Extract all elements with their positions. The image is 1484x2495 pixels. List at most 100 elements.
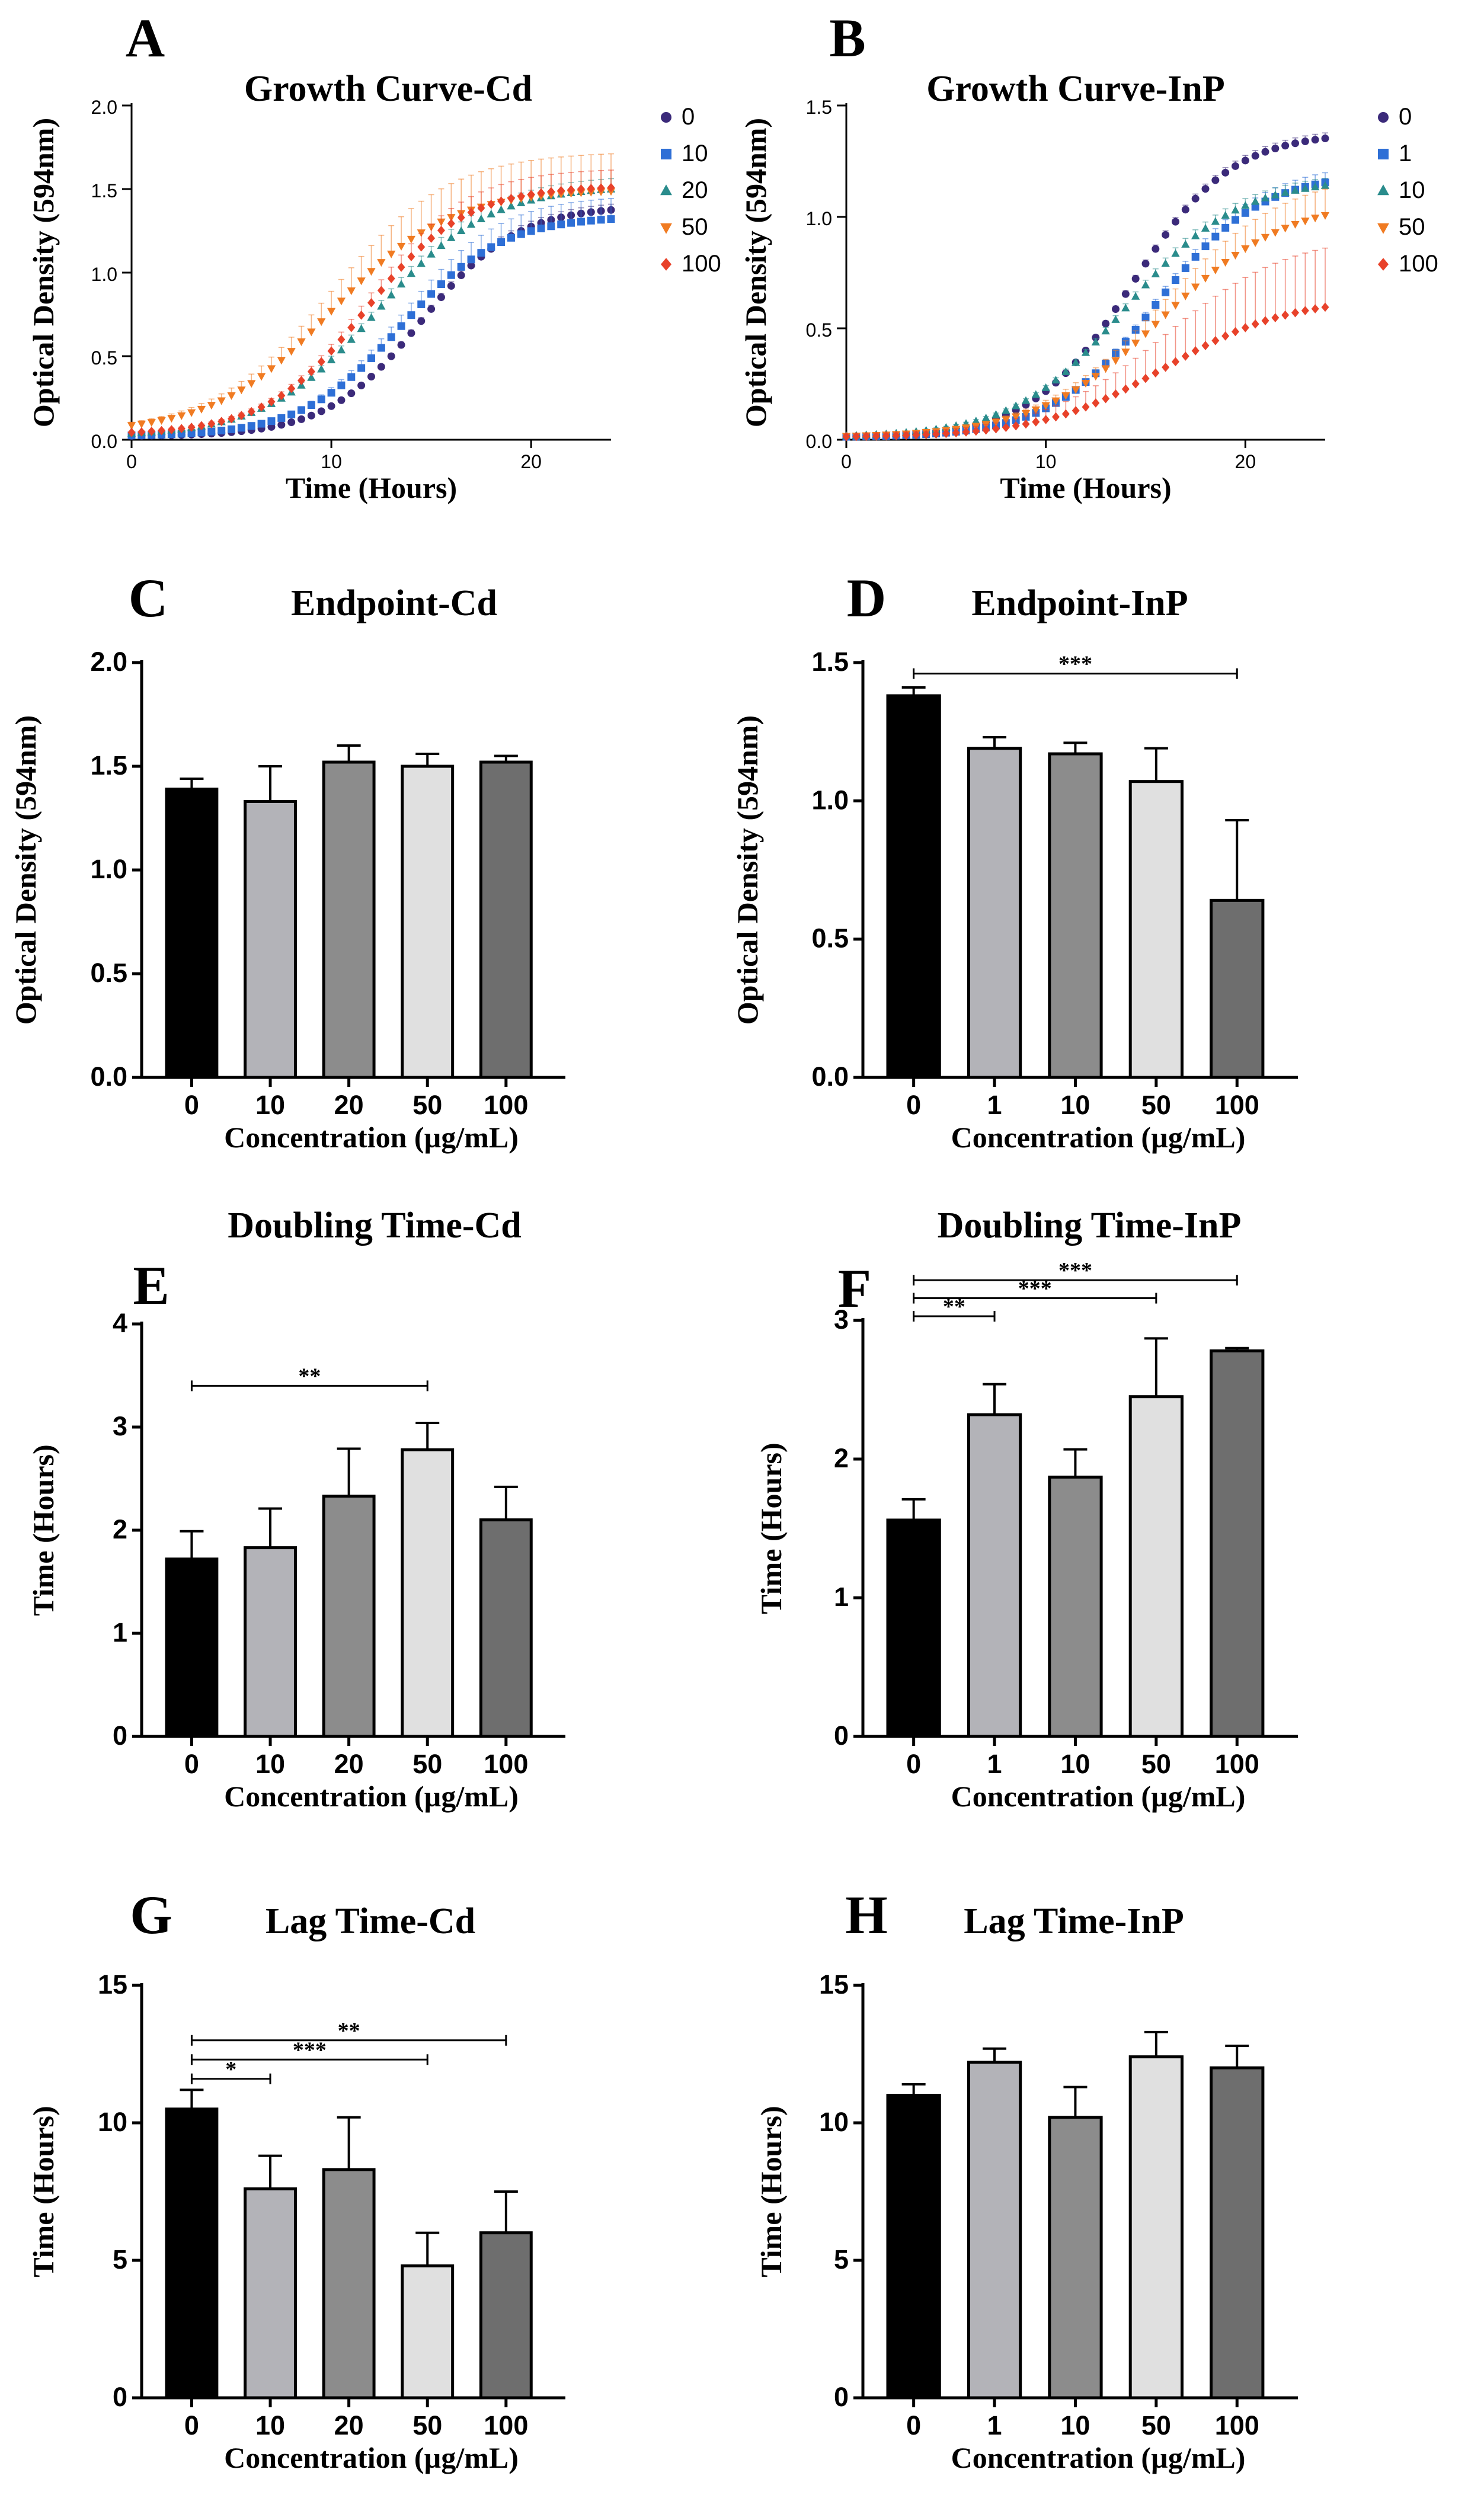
- data-point: [852, 431, 861, 442]
- data-point: [407, 252, 415, 261]
- data-point: [1320, 212, 1330, 220]
- data-point: [1112, 389, 1120, 399]
- data-point: [1201, 185, 1210, 193]
- data-point: [148, 427, 156, 436]
- significance-bracket: *: [190, 2057, 271, 2084]
- data-point: [167, 425, 175, 434]
- data-point: [197, 421, 206, 431]
- x-tick-label: 10: [255, 1749, 285, 1779]
- data-point: [992, 410, 1000, 418]
- data-point: [1271, 229, 1280, 237]
- bar: [165, 788, 219, 1079]
- data-point: [497, 196, 506, 206]
- x-tick-label: 50: [1141, 1749, 1171, 1779]
- data-point: [417, 300, 426, 309]
- data-point: [1121, 348, 1130, 357]
- x-tick-label: 50: [412, 1749, 442, 1779]
- bar: [401, 1448, 455, 1738]
- legend-marker: [660, 223, 672, 234]
- data-point: [1171, 249, 1180, 257]
- panel-letter: H: [845, 1885, 888, 1945]
- data-point: [1081, 380, 1090, 388]
- data-point: [137, 427, 146, 437]
- data-point: [1191, 346, 1200, 356]
- bar: [967, 747, 1022, 1079]
- data-point: [1131, 274, 1140, 283]
- data-point: [397, 341, 405, 349]
- data-point: [1121, 384, 1130, 394]
- data-point: [317, 357, 325, 367]
- data-point: [187, 429, 196, 437]
- y-tick-label: 1: [834, 1582, 849, 1612]
- data-point: [567, 219, 575, 227]
- data-point: [912, 430, 920, 440]
- y-axis-label: Time (Hours): [27, 2106, 60, 2277]
- data-point: [407, 269, 416, 277]
- data-point: [1021, 410, 1031, 418]
- bar: [1048, 1475, 1103, 1738]
- data-point: [177, 424, 186, 434]
- data-point: [1251, 152, 1259, 160]
- data-point: [1131, 292, 1140, 300]
- data-point: [1021, 396, 1031, 404]
- data-point: [1201, 223, 1210, 232]
- data-point: [218, 417, 226, 427]
- data-point: [437, 293, 445, 302]
- bar: [1048, 2116, 1103, 2400]
- data-point: [237, 386, 246, 395]
- data-point: [1092, 398, 1100, 408]
- data-point: [137, 420, 146, 428]
- y-axis-label: Time (Hours): [754, 1442, 788, 1614]
- y-tick-label: 10: [98, 2107, 127, 2137]
- data-point: [1201, 274, 1210, 283]
- y-tick-label: 5: [113, 2244, 127, 2275]
- data-point: [1141, 330, 1150, 338]
- panel-letter: B: [829, 8, 865, 68]
- data-point: [1301, 184, 1310, 192]
- data-point: [1281, 310, 1290, 320]
- data-point: [1172, 276, 1179, 284]
- data-point: [1102, 319, 1110, 328]
- data-point: [1072, 386, 1080, 394]
- data-point: [377, 286, 385, 295]
- data-point: [207, 427, 216, 436]
- panel-letter: F: [838, 1258, 871, 1319]
- data-point: [1101, 365, 1110, 373]
- x-tick-label: 10: [1060, 1749, 1090, 1779]
- data-point: [1121, 303, 1130, 312]
- data-point: [197, 428, 206, 437]
- data-point: [1152, 368, 1160, 378]
- data-point: [1051, 376, 1060, 384]
- data-point: [607, 183, 615, 193]
- data-point: [257, 420, 266, 428]
- bar: [967, 1413, 1022, 1738]
- series-100: [842, 247, 1329, 442]
- data-point: [1002, 416, 1010, 424]
- data-point: [1211, 232, 1220, 241]
- data-point: [287, 418, 296, 427]
- data-point: [1121, 290, 1130, 298]
- series-100: [127, 169, 615, 437]
- data-point: [1311, 304, 1319, 314]
- data-point: [1301, 137, 1309, 146]
- data-point: [1271, 313, 1280, 322]
- data-point: [1152, 301, 1160, 309]
- panel-c-endpoint-cd: C Endpoint-Cd 0.0 0.5 1.0 1.5 2.0 Optical Densi…: [9, 568, 565, 1154]
- x-axis-label: Concentration (µg/mL): [224, 2441, 519, 2474]
- data-point: [487, 199, 495, 209]
- data-point: [1181, 351, 1189, 361]
- x-axis-label: Time (Hours): [1000, 471, 1171, 504]
- data-point: [1241, 201, 1250, 209]
- data-point: [298, 406, 306, 414]
- data-point: [467, 255, 475, 264]
- panel-letter: E: [133, 1255, 169, 1316]
- data-point: [587, 184, 595, 193]
- data-point: [327, 389, 335, 397]
- data-point: [1221, 168, 1230, 177]
- data-point: [467, 261, 475, 270]
- data-point: [157, 417, 166, 425]
- bar: [322, 2168, 376, 2400]
- x-tick-label: 100: [484, 1749, 528, 1779]
- legend-label: 1: [1399, 140, 1412, 167]
- significance-label: ***: [1058, 1258, 1092, 1283]
